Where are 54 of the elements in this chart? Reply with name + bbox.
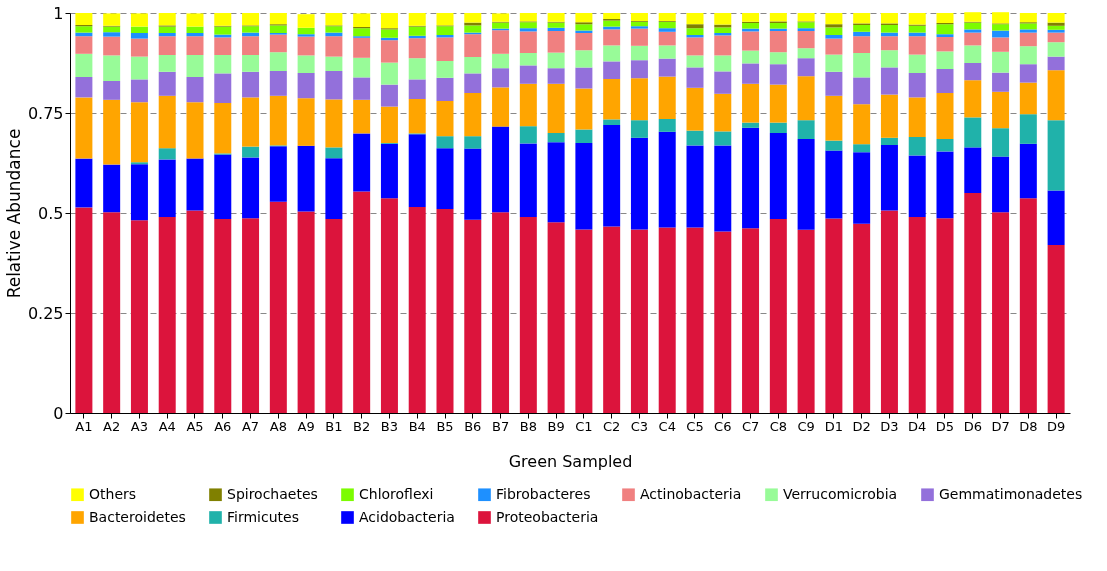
y-tick-label: 0.5 bbox=[38, 203, 64, 223]
x-tick-label: D1 bbox=[824, 418, 844, 434]
y-axis-title: Relative Abundance bbox=[3, 128, 24, 299]
x-tick-label: C7 bbox=[741, 418, 760, 434]
legend-label: Fibrobacteres bbox=[496, 485, 591, 502]
x-tick-label: C9 bbox=[797, 418, 815, 434]
x-tick-label: D2 bbox=[852, 418, 871, 434]
x-tick-label: A1 bbox=[75, 418, 93, 434]
legend-label: Spirochaetes bbox=[227, 485, 318, 502]
x-tick-label: D6 bbox=[963, 418, 982, 434]
x-tick-label: D7 bbox=[991, 418, 1010, 434]
y-tick-label: 0.75 bbox=[27, 103, 64, 123]
x-tick-label: D5 bbox=[935, 418, 955, 434]
x-tick-label: B8 bbox=[519, 418, 537, 434]
x-tick-label: B4 bbox=[408, 418, 426, 434]
x-tick-label: C1 bbox=[575, 418, 593, 434]
legend-label: Others bbox=[89, 485, 137, 502]
x-tick-label: A7 bbox=[241, 418, 260, 434]
legend-label: Chloroflexi bbox=[359, 485, 434, 502]
legend-label: Firmicutes bbox=[227, 508, 299, 525]
x-tick-label: B9 bbox=[547, 418, 565, 434]
legend-label: Acidobacteria bbox=[359, 508, 455, 525]
x-tick-label: B6 bbox=[464, 418, 482, 434]
x-tick-label: D3 bbox=[880, 418, 899, 434]
x-tick-label: C5 bbox=[686, 418, 704, 434]
x-tick-label: A2 bbox=[103, 418, 121, 434]
x-tick-label: D9 bbox=[1046, 418, 1066, 434]
x-tick-label: A4 bbox=[158, 418, 176, 434]
legend-label: Actinobacteria bbox=[640, 485, 742, 502]
x-tick-label: B2 bbox=[353, 418, 371, 434]
x-tick-label: B3 bbox=[380, 418, 399, 434]
y-tick-label: 1 bbox=[53, 3, 64, 23]
x-tick-label: A5 bbox=[186, 418, 204, 434]
x-tick-label: B5 bbox=[436, 418, 454, 434]
x-tick-label: D8 bbox=[1019, 418, 1038, 434]
x-tick-label: A8 bbox=[269, 418, 287, 434]
x-axis-title: Green Sampled bbox=[508, 451, 633, 471]
legend-label: Verrucomicrobia bbox=[783, 485, 898, 502]
y-tick-label: 0 bbox=[53, 403, 64, 423]
x-tick-label: D4 bbox=[908, 418, 927, 434]
legend-label: Bacteroidetes bbox=[89, 508, 186, 525]
legend-label: Gemmatimonadetes bbox=[939, 485, 1083, 502]
x-tick-label: A9 bbox=[297, 418, 315, 434]
x-tick-label: C3 bbox=[630, 418, 649, 434]
x-tick-label: C8 bbox=[769, 418, 788, 434]
x-tick-label: A6 bbox=[214, 418, 232, 434]
x-tick-label: C4 bbox=[658, 418, 676, 434]
x-tick-label: B7 bbox=[491, 418, 510, 434]
x-tick-label: B1 bbox=[325, 418, 343, 434]
y-tick-label: 0.25 bbox=[27, 303, 64, 323]
x-tick-label: C6 bbox=[714, 418, 732, 434]
x-tick-label: C2 bbox=[602, 418, 621, 434]
legend-label: Proteobacteria bbox=[496, 508, 599, 525]
x-tick-label: A3 bbox=[130, 418, 149, 434]
